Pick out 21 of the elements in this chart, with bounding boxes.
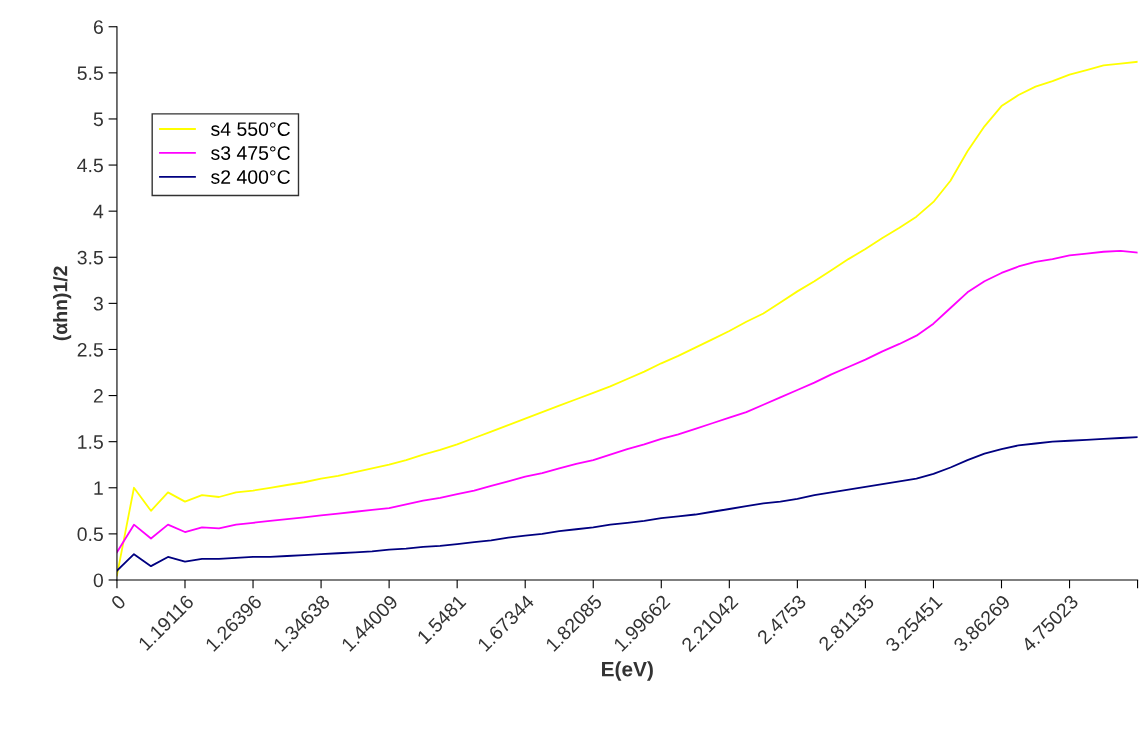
x-tick-label: 0 (110, 594, 127, 611)
line-series (116, 436, 1138, 572)
y-axis-title: (αhn)1/2 (53, 266, 72, 341)
y-tick-label: 0.5 (77, 527, 103, 542)
y-tick-label: 3.5 (77, 250, 103, 265)
line-series (116, 249, 1138, 554)
y-tick-label: 1.5 (78, 435, 103, 449)
y-tick-label: 6 (93, 20, 103, 34)
y-tick-label: 4.5 (77, 158, 103, 173)
y-tick-label: 5 (93, 112, 103, 127)
y-tick-label: 3 (93, 296, 103, 311)
legend-label: s2 400°C (211, 170, 290, 184)
y-tick-label: 0 (93, 573, 103, 588)
y-tick-label: 2 (93, 389, 103, 403)
y-tick-label: 5.5 (77, 66, 103, 81)
legend-label: s4 550°C (211, 122, 290, 136)
y-tick-label: 1 (94, 481, 103, 495)
legend-label: s3 475°C (211, 146, 290, 160)
y-tick-label: 2.5 (77, 342, 103, 357)
x-axis-title: E(eV) (602, 661, 653, 681)
y-tick-label: 4 (93, 204, 104, 219)
